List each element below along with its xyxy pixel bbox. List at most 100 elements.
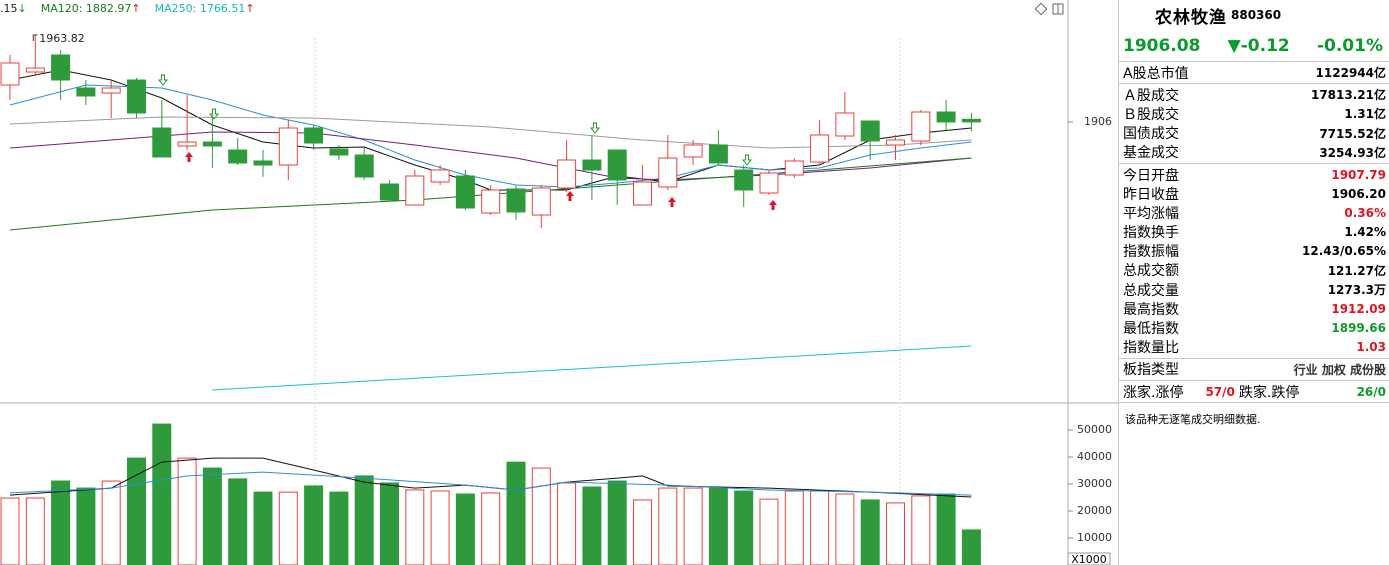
volume-bar [152,423,172,565]
candle-body [911,111,931,142]
stat-label: 最低指数 [1123,321,1179,338]
candle-body [380,183,399,201]
volume-bar [228,478,248,565]
panel-section: Ａ股成交 17813.21亿 Ｂ股成交 1.31亿 国债成交 7715.52亿基金成交 32… [1119,84,1389,164]
volume-bar [506,461,526,565]
stat-value: 12.43/0.65% [1302,244,1386,259]
stat-value: 1899.66 [1331,321,1386,336]
volume-bar [936,493,956,565]
stat-label: 今日开盘 [1123,167,1179,184]
volume-bar [405,489,425,565]
buy-arrow [185,152,193,162]
stat-value: 3254.93亿 [1319,145,1386,160]
y-tick-label: 40000 [1077,450,1112,463]
y-tick-label: 50000 [1077,423,1112,436]
volume-bar [708,487,728,565]
stat-label: Ｂ股成交 [1123,106,1179,123]
volume-bar [0,497,20,565]
legend-arrow: ↑ [131,2,140,15]
buy-arrow [769,200,777,210]
legend-arrow: ↑ [245,2,254,15]
stat-value: 1906.20 [1331,186,1386,201]
volume-bar [25,497,45,565]
candle-body [860,120,880,142]
volume-bar [430,490,450,565]
y-tick-label: 1906 [1084,115,1112,128]
up-label: 涨家.涨停 [1123,384,1184,401]
stat-value: 1.42% [1344,225,1386,240]
sell-arrow [157,74,169,86]
candle-body [708,144,728,164]
candle-body [405,175,425,206]
candle-body [734,169,754,191]
ma-line [9,471,972,496]
volume-bar [683,487,703,565]
candle-body [506,188,526,213]
candle-body [177,141,197,147]
volume-bar [177,457,197,565]
candle-body [430,169,450,183]
volume-bar [329,491,349,565]
candle-body [658,157,678,188]
y-tick-label: 20000 [1077,504,1112,517]
down-count: 26/0 [1356,384,1386,399]
candle-body [0,62,20,86]
high-label: 1963.82 [39,32,85,45]
candle-body [557,159,577,189]
stat-row: 最高指数 1912.09 [1119,299,1389,318]
candle-body [455,175,475,209]
stat-label: Ａ股成交 [1123,87,1179,104]
volume-bar [127,457,146,565]
chart: X1000 1906 .15↓ MA120: 1882.97↑ MA250: 1766… [0,0,1118,565]
stat-label: 指数振幅 [1123,244,1179,261]
stat-value: 行业 加权 成份股 [1293,362,1386,377]
stat-row: 基金成交 3254.93亿 [1119,143,1389,162]
stat-row: 总成交额 121.27亿 [1119,261,1389,280]
stat-value: 0.36% [1344,205,1386,220]
legend: .15↓ MA120: 1882.97↑ MA250: 1766.51↑ [0,2,255,15]
candle-body [961,118,981,123]
sell-arrow [741,154,753,166]
stat-label: 昨日收盘 [1123,186,1179,203]
volume-bar [582,486,602,565]
price-change-pct: -0.01% [1316,35,1383,56]
volume-bar [835,493,855,565]
candle-body [683,144,703,158]
stat-row: 国债成交 7715.52亿 [1119,124,1389,143]
stat-value: 17813.21亿 [1310,88,1386,103]
volume-bar [531,467,551,565]
diamond-icon[interactable] [1034,2,1048,16]
candle-body [152,127,172,158]
unit-label: X1000 [1071,553,1107,565]
candle-body [354,154,374,178]
stat-value: 121.27亿 [1327,263,1386,278]
price-change: ▼-0.12 [1227,35,1290,56]
candle-body [101,87,121,94]
panel-section: 板指类型 行业 加权 成份股 [1119,359,1389,381]
candle-body [759,172,779,194]
breadth-row: 涨家.涨停 57/0 跌家.跌停 26/0 [1119,381,1389,403]
stat-label: 平均涨幅 [1123,205,1179,222]
volume-bar [354,475,374,565]
stat-row: Ｂ股成交 1.31亿 [1119,104,1389,123]
stat-label: 基金成交 [1123,145,1179,162]
stat-value: 1122944亿 [1315,66,1386,81]
volume-bar [759,498,779,565]
buy-arrow [566,191,574,201]
stat-label: 最高指数 [1123,301,1179,318]
stat-row: A股总市值 1122944亿 [1119,63,1389,82]
candle-body [886,139,905,146]
stat-row: 今日开盘 1907.79 [1119,165,1389,184]
stat-value: 1.03 [1356,340,1386,355]
stat-label: 总成交量 [1123,282,1179,299]
stat-row: 指数量比 1.03 [1119,338,1389,357]
volume-bar [860,499,880,565]
volume-bar [886,502,905,565]
volume-bar [76,487,96,565]
sell-arrow [589,122,601,134]
down-label: 跌家.跌停 [1238,384,1300,401]
candle-body [784,160,804,176]
candle-body [304,127,324,144]
panel-section: A股总市值 1122944亿 [1119,62,1389,85]
